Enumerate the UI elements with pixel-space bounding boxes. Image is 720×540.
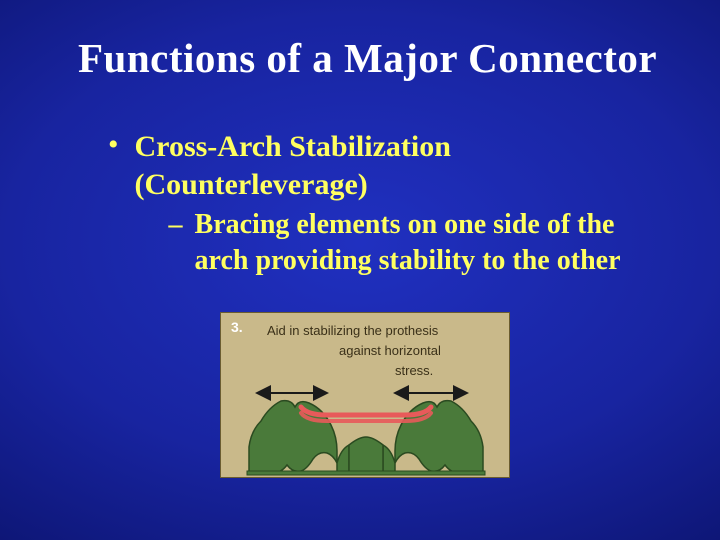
sub-bullet-line-1: Bracing elements on one side of the [195,207,621,243]
figure-caption: Aid in stabilizing the prothesis against… [267,321,501,381]
tooth-right-icon [395,401,483,473]
figure-caption-line-1: Aid in stabilizing the prothesis [267,323,438,338]
sub-bullet-item: – Bracing elements on one side of the ar… [169,207,621,279]
slide: Functions of a Major Connector • Cross-A… [0,0,720,540]
dash-marker-icon: – [169,209,183,241]
figure-caption-line-2: against horizontal [267,343,441,358]
bullet-item: • Cross-Arch Stabilization (Counterlever… [108,128,680,279]
ridge-left-inner [337,445,349,473]
baseline [247,471,485,475]
figure-panel: 3. Aid in stabilizing the prothesis agai… [220,312,510,478]
ridge-right-inner [383,445,395,473]
sub-bullet-line-2: arch providing stability to the other [195,243,621,279]
palate-valley [349,437,383,473]
slide-title: Functions of a Major Connector [78,34,700,82]
bullet-line-1: Cross-Arch Stabilization [135,128,621,166]
cross-arch-diagram [237,385,495,477]
figure-number: 3. [231,319,243,335]
tooth-left-icon [249,401,337,473]
bullet-marker-icon: • [108,130,119,160]
slide-body: • Cross-Arch Stabilization (Counterlever… [108,128,680,281]
bullet-line-2: (Counterleverage) [135,166,621,204]
figure-caption-line-3: stress. [267,363,433,378]
